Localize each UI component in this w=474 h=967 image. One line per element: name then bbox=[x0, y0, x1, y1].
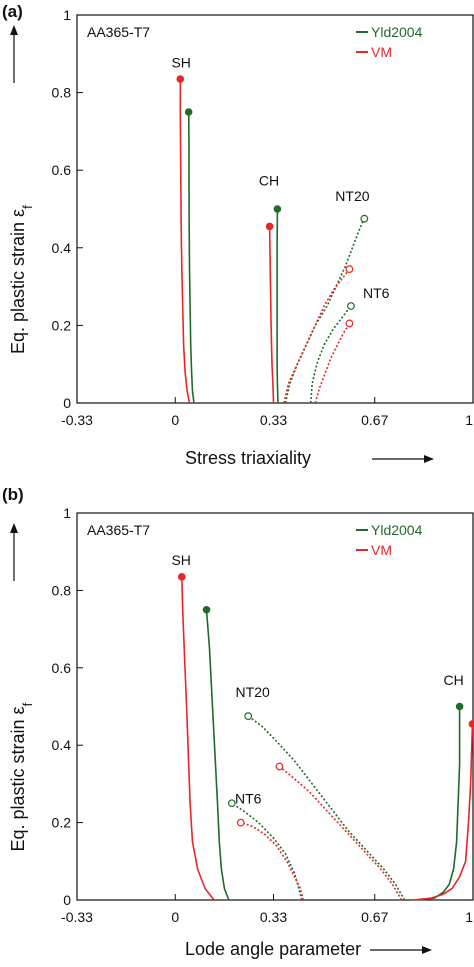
plot-frame bbox=[76, 512, 474, 901]
series-endpoint-yld2004-sh bbox=[184, 108, 193, 116]
y-tick-label: 0.6 bbox=[52, 660, 72, 676]
chart-panel-b: -0.33 0 0.33 0.67 100.20.40.60.81(b)AA365-T7… bbox=[2, 485, 474, 959]
series-line-yld2004-nt20 bbox=[284, 218, 366, 404]
series-line-vm-nt20 bbox=[283, 268, 351, 404]
series-line-yld2004-sh bbox=[205, 609, 230, 901]
y-tick-label: 0 bbox=[63, 395, 71, 411]
y-tick-label: 0 bbox=[63, 892, 71, 908]
test-label-nt6: NT6 bbox=[235, 790, 262, 806]
series-endpoint-yld2004-nt20 bbox=[244, 712, 253, 721]
series-endpoint-vm-sh bbox=[176, 75, 185, 83]
y-axis-arrowhead bbox=[10, 523, 18, 533]
series-endpoint-vm-nt6 bbox=[236, 818, 245, 827]
x-tick-label: 1 bbox=[465, 412, 473, 428]
test-label-ch: CH bbox=[259, 173, 279, 189]
series-line-yld2004-ch bbox=[276, 208, 279, 404]
legend-label-yld2004: Yld2004 bbox=[371, 522, 423, 538]
series-endpoint-vm-nt6 bbox=[345, 319, 354, 328]
series-endpoint-yld2004-nt6 bbox=[347, 302, 355, 310]
x-axis-label: Lode angle parameter bbox=[185, 939, 361, 959]
x-tick-label: 0 bbox=[171, 909, 179, 925]
panel-label: (a) bbox=[2, 2, 23, 21]
series-endpoint-yld2004-nt6 bbox=[227, 799, 236, 808]
series-line-vm-nt20 bbox=[278, 765, 403, 901]
series-line-yld2004-ch bbox=[419, 706, 461, 901]
x-axis-label: Stress triaxiality bbox=[185, 448, 311, 468]
series-line-yld2004-nt6 bbox=[231, 802, 303, 901]
y-axis-label: Eq. plastic strain εf bbox=[8, 205, 35, 354]
series-endpoint-vm-nt20 bbox=[345, 265, 354, 274]
series-endpoint-yld2004-sh bbox=[202, 605, 211, 614]
x-tick-label: 0.33 bbox=[260, 412, 287, 428]
series-endpoint-yld2004-ch bbox=[455, 702, 464, 711]
x-tick-label: 0.33 bbox=[260, 909, 287, 925]
y-tick-label: 0.6 bbox=[52, 162, 72, 178]
x-tick-label: -0.33 bbox=[61, 412, 93, 428]
y-tick-label: 0.4 bbox=[52, 240, 72, 256]
series-endpoint-vm-sh bbox=[178, 573, 186, 581]
series-line-vm-sh bbox=[181, 576, 215, 901]
y-axis-arrowhead bbox=[10, 25, 18, 35]
y-tick-label: 0.8 bbox=[52, 582, 72, 598]
legend-label-vm: VM bbox=[371, 44, 392, 60]
material-label: AA365-T7 bbox=[87, 24, 150, 40]
y-tick-label: 0.8 bbox=[52, 85, 72, 101]
series-endpoint-vm-ch bbox=[265, 222, 274, 231]
series-line-vm-nt6 bbox=[240, 821, 305, 901]
series-line-yld2004-nt6 bbox=[309, 305, 352, 404]
series-endpoint-yld2004-nt20 bbox=[360, 214, 369, 223]
series-endpoint-vm-nt20 bbox=[275, 762, 284, 771]
series-line-yld2004-sh bbox=[187, 111, 195, 404]
x-tick-label: 1 bbox=[465, 909, 473, 925]
test-label-nt6: NT6 bbox=[363, 285, 390, 301]
x-axis-arrowhead bbox=[422, 946, 432, 954]
plot-frame bbox=[76, 14, 474, 404]
y-tick-label: 1 bbox=[63, 505, 71, 521]
test-label-sh: SH bbox=[171, 54, 190, 70]
series-line-vm-nt6 bbox=[314, 323, 351, 404]
test-label-sh: SH bbox=[171, 552, 190, 568]
material-label: AA365-T7 bbox=[87, 522, 150, 538]
legend-label-vm: VM bbox=[371, 542, 392, 558]
y-tick-label: 0.4 bbox=[52, 737, 72, 753]
series-line-vm-ch bbox=[413, 723, 474, 901]
panel-label: (b) bbox=[2, 485, 24, 504]
x-axis-arrowhead bbox=[424, 455, 434, 463]
series-endpoint-vm-ch bbox=[468, 720, 474, 728]
chart-panel-a: -0.33 0 0.33 0.67 100.20.40.60.81(a)AA365-T7… bbox=[2, 2, 474, 468]
y-tick-label: 0.2 bbox=[52, 317, 72, 333]
test-label-nt20: NT20 bbox=[236, 684, 270, 700]
test-label-ch: CH bbox=[444, 672, 464, 688]
series-line-vm-sh bbox=[179, 79, 191, 404]
x-tick-label: 0 bbox=[171, 412, 179, 428]
x-tick-label: 0.67 bbox=[361, 412, 388, 428]
legend-label-yld2004: Yld2004 bbox=[371, 24, 423, 40]
series-line-yld2004-nt20 bbox=[247, 715, 406, 901]
x-tick-label: -0.33 bbox=[61, 909, 93, 925]
series-endpoint-yld2004-ch bbox=[273, 205, 282, 213]
test-label-nt20: NT20 bbox=[335, 188, 369, 204]
series-line-vm-ch bbox=[268, 226, 275, 404]
y-tick-label: 0.2 bbox=[52, 815, 72, 831]
y-tick-label: 1 bbox=[63, 7, 71, 23]
y-axis-label: Eq. plastic strain εf bbox=[8, 702, 35, 851]
x-tick-label: 0.67 bbox=[361, 909, 388, 925]
